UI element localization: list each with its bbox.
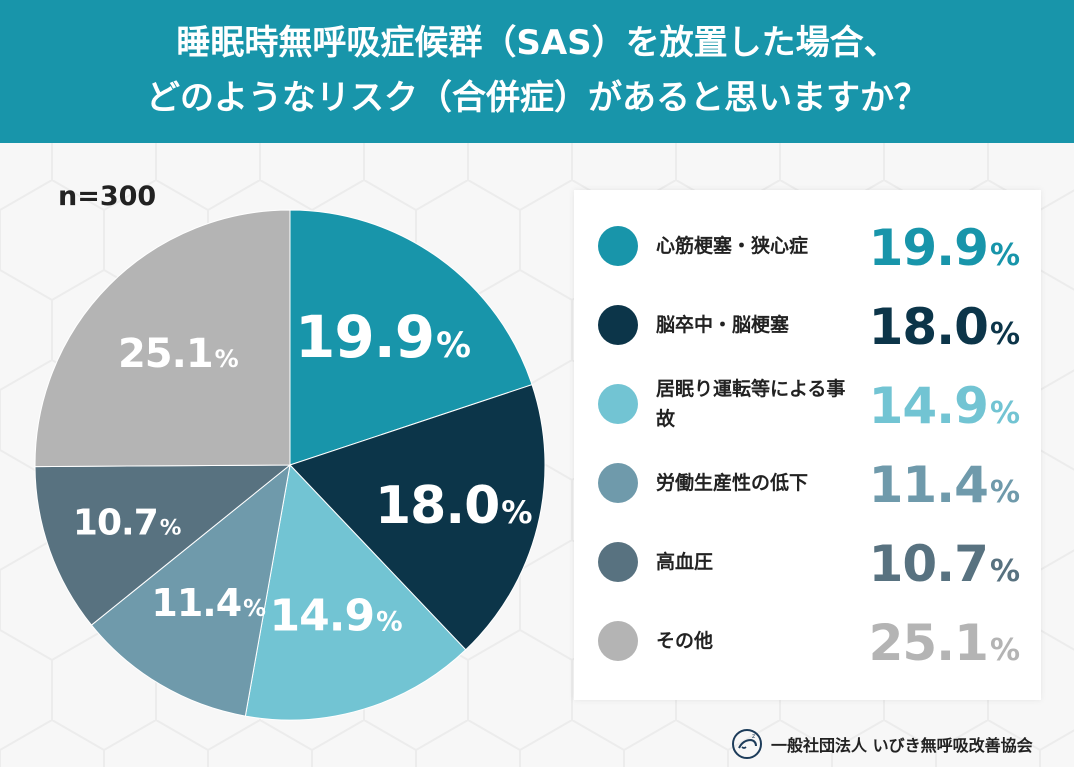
percent-sign: % <box>214 344 239 373</box>
legend-label: 高血圧 <box>656 551 714 573</box>
legend-color-dot <box>598 542 638 582</box>
percent-sign: % <box>989 554 1020 589</box>
legend-label: その他 <box>656 630 714 652</box>
pie-slice <box>244 463 467 721</box>
pie-slice <box>289 209 533 466</box>
legend-value: 14.9% <box>868 377 1020 435</box>
pie-slice <box>90 463 291 717</box>
legend-value-number: 19.9 <box>868 219 989 277</box>
percent-sign: % <box>436 325 471 366</box>
pie-slice-label: 18.0% <box>374 475 533 536</box>
organization-name: 一般社団法人 いびき無呼吸改善協会 <box>771 736 1033 755</box>
percent-sign: % <box>501 494 532 531</box>
pie-slice-label: 19.9% <box>295 302 471 371</box>
legend-value-number: 25.1 <box>868 614 989 672</box>
pie-slice-value: 25.1 <box>117 330 214 377</box>
pie-slice-label: 14.9% <box>269 590 403 642</box>
percent-sign: % <box>376 606 402 638</box>
legend-value-number: 10.7 <box>868 535 989 593</box>
question-title-line-1: 睡眠時無呼吸症候群（SAS）を放置した場合、 <box>176 23 898 63</box>
legend-label: 脳卒中・脳梗塞 <box>656 314 790 336</box>
percent-sign: % <box>989 238 1020 273</box>
legend-color-dot <box>598 226 638 266</box>
percent-sign: % <box>989 633 1020 668</box>
header-banner: 睡眠時無呼吸症候群（SAS）を放置した場合、 どのようなリスク（合併症）があると… <box>0 0 1074 143</box>
pie-slice-value: 19.9 <box>295 302 435 371</box>
pie-slice-value: 10.7 <box>72 502 159 544</box>
legend-value: 11.4% <box>868 456 1020 514</box>
legend-item: 心筋梗塞・狭心症 19.9% <box>574 207 1041 285</box>
legend-color-dot <box>598 305 638 345</box>
legend-label: 居眠り運転等による事故 <box>656 378 846 430</box>
legend-value-number: 18.0 <box>868 298 989 356</box>
legend-item: 労働生産性の低下 11.4% <box>574 444 1041 522</box>
legend-value-number: 11.4 <box>868 456 989 514</box>
question-title-line-2: どのようなリスク（合併症）があると思いますか？ <box>146 78 928 118</box>
legend-value: 10.7% <box>868 535 1020 593</box>
legend-color-dot <box>598 463 638 503</box>
legend-item: 脳卒中・脳梗塞 18.0% <box>574 286 1041 364</box>
legend-item: 高血圧 10.7% <box>574 523 1041 601</box>
legend-panel: 心筋梗塞・狭心症 19.9% 脳卒中・脳梗塞 18.0% 居眠り運転等による事故 14.9… <box>574 190 1041 700</box>
legend-color-dot <box>598 621 638 661</box>
pie-slice-value: 14.9 <box>269 590 376 642</box>
sleeping-face-logo-icon: z <box>732 729 762 759</box>
pie-slice-label: 25.1% <box>117 330 239 377</box>
legend-color-dot <box>598 384 638 424</box>
svg-text:z: z <box>752 733 755 740</box>
percent-sign: % <box>159 515 182 541</box>
pie-slice <box>34 464 292 626</box>
pie-slice <box>289 384 546 651</box>
legend-label: 心筋梗塞・狭心症 <box>656 235 809 257</box>
legend-label: 労働生産性の低下 <box>656 472 809 494</box>
pie-slice <box>34 209 291 468</box>
pie-slice-value: 18.0 <box>374 475 500 536</box>
legend-value: 19.9% <box>868 219 1020 277</box>
percent-sign: % <box>989 317 1020 352</box>
pie-slice-label: 11.4% <box>151 581 266 626</box>
percent-sign: % <box>243 596 266 623</box>
legend-item: 居眠り運転等による事故 14.9% <box>574 365 1041 443</box>
percent-sign: % <box>989 475 1020 510</box>
pie-slice-value: 11.4 <box>151 581 242 626</box>
legend-value: 25.1% <box>868 614 1020 672</box>
pie-slice-label: 10.7% <box>72 502 182 544</box>
sample-size: n=300 <box>58 181 157 212</box>
organization-footer: z 一般社団法人 いびき無呼吸改善協会 <box>731 727 1033 761</box>
percent-sign: % <box>989 396 1020 431</box>
legend-value: 18.0% <box>868 298 1020 356</box>
legend-value-number: 14.9 <box>868 377 989 435</box>
legend-item: その他 25.1% <box>574 602 1041 680</box>
